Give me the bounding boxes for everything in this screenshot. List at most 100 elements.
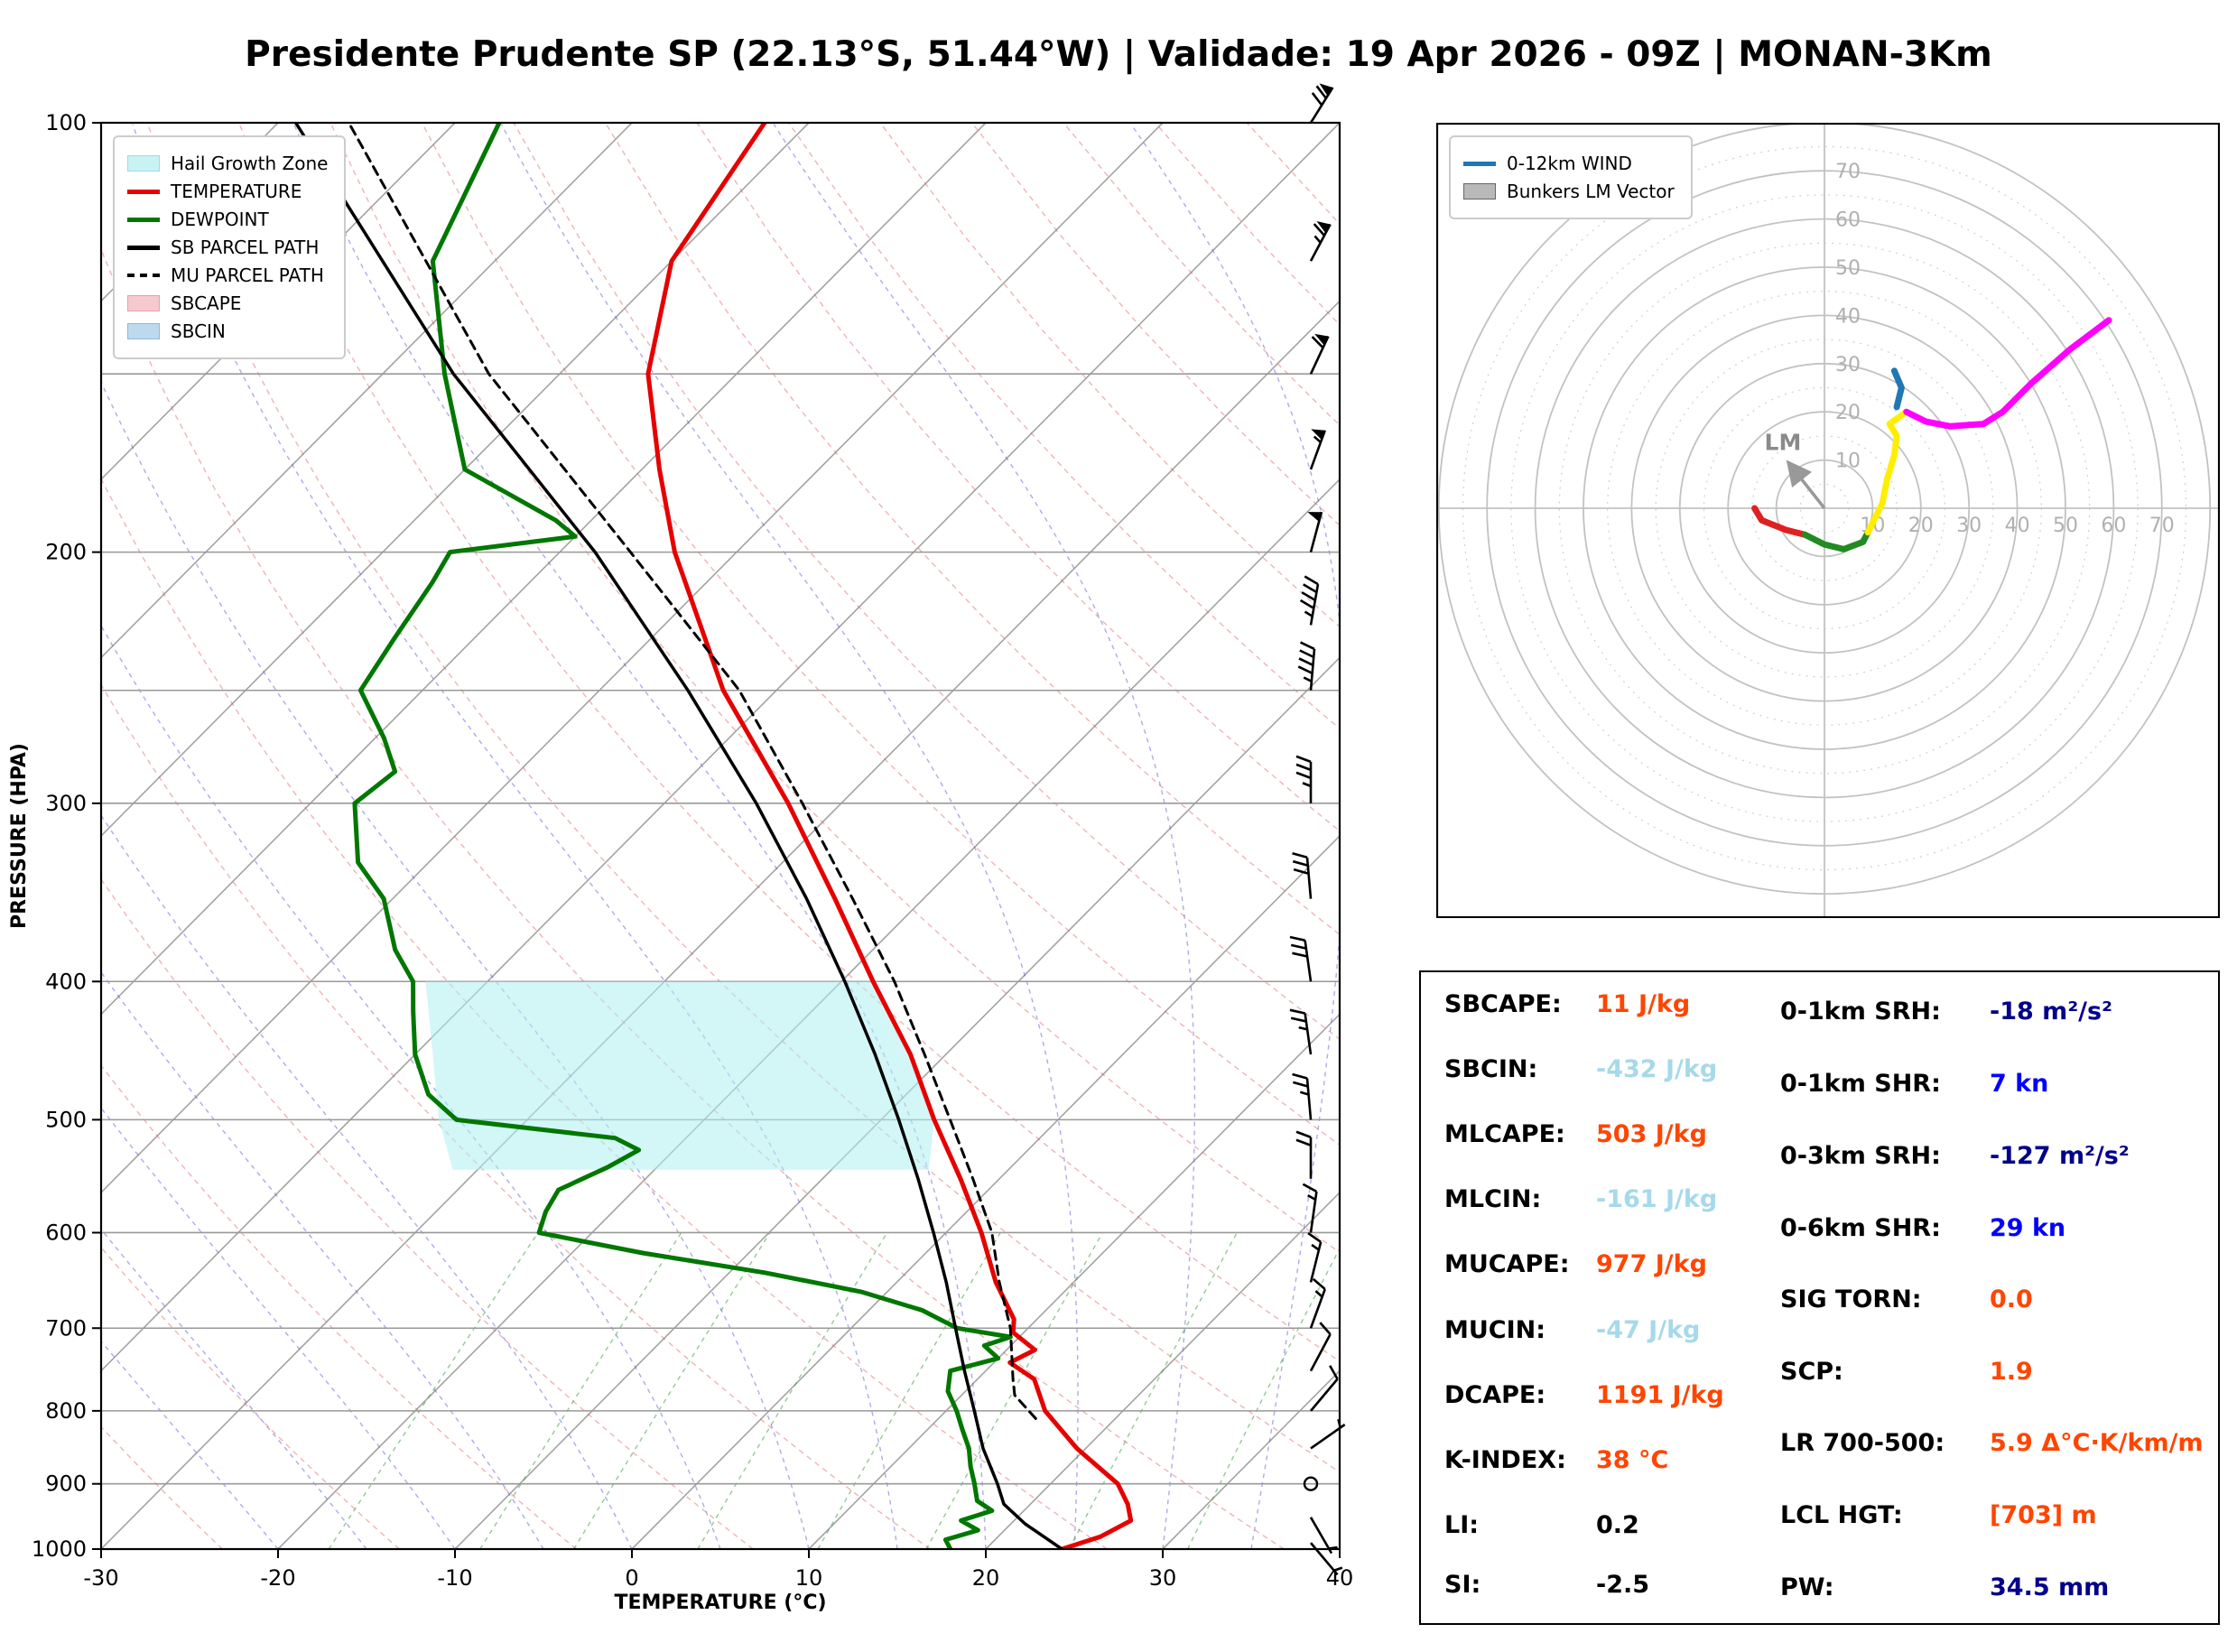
legend-label: DEWPOINT bbox=[171, 209, 269, 230]
lm-label: LM bbox=[1765, 429, 1802, 455]
legend-entry: Hail Growth Zone bbox=[127, 153, 328, 174]
wind-barb-icon bbox=[1309, 1277, 1326, 1329]
indices-panel: SBCAPE: 11 J/kg SBCIN: -432 J/kg MLCAPE: 503 … bbox=[1419, 970, 2220, 1625]
skewt-plot-area bbox=[101, 123, 1340, 1549]
wind-barb-icon bbox=[1310, 1365, 1339, 1412]
index-row: SIG TORN: 0.0 bbox=[1780, 1287, 2033, 1312]
legend-label: MU PARCEL PATH bbox=[171, 265, 324, 286]
index-label: K-INDEX: bbox=[1444, 1446, 1566, 1474]
wind-barb-icon bbox=[1309, 333, 1330, 375]
ring-label: 50 bbox=[1835, 257, 1861, 280]
wind-barb-icon bbox=[1309, 220, 1332, 262]
index-row: PW: 34.5 mm bbox=[1780, 1575, 2109, 1600]
pressure-tick-label: 700 bbox=[45, 1315, 87, 1341]
index-row: MLCIN: -161 J/kg bbox=[1444, 1187, 1717, 1211]
index-value: 7 kn bbox=[1990, 1070, 2049, 1098]
temperature-tick-label: -30 bbox=[83, 1565, 118, 1591]
ring-label: 20 bbox=[1835, 402, 1861, 424]
legend-swatch bbox=[127, 217, 160, 222]
legend-entry: MU PARCEL PATH bbox=[127, 265, 328, 286]
pressure-tick-label: 600 bbox=[45, 1220, 87, 1245]
legend-label: Bunkers LM Vector bbox=[1507, 181, 1675, 202]
legend-label: TEMPERATURE bbox=[171, 181, 302, 202]
index-row: 0-1km SRH: -18 m²/s² bbox=[1780, 999, 2112, 1024]
index-label: 0-1km SHR: bbox=[1780, 1070, 1941, 1098]
wind-barb-icon bbox=[1292, 1072, 1313, 1120]
wind-barb-icon bbox=[1307, 1232, 1323, 1283]
index-row: DCAPE: 1191 J/kg bbox=[1444, 1383, 1724, 1407]
legend-swatch bbox=[127, 323, 160, 339]
index-row: MUCIN: -47 J/kg bbox=[1444, 1318, 1700, 1342]
index-label: SBCIN: bbox=[1444, 1055, 1538, 1083]
pressure-tick-label: 100 bbox=[45, 110, 87, 135]
temperature-tick-label: -20 bbox=[260, 1565, 295, 1591]
wind-barb-icon bbox=[1302, 1183, 1318, 1233]
index-label: SIG TORN: bbox=[1780, 1285, 1922, 1313]
wind-barb-icon bbox=[1289, 935, 1313, 982]
wind-barb-icon bbox=[1289, 1008, 1313, 1055]
index-value: -161 J/kg bbox=[1596, 1185, 1718, 1213]
pressure-tick-label: 800 bbox=[45, 1398, 87, 1424]
legend-entry: Bunkers LM Vector bbox=[1463, 181, 1675, 202]
series-mu-parcel-path bbox=[347, 123, 1037, 1420]
hodograph-rings bbox=[1436, 123, 2220, 918]
index-label: LCL HGT: bbox=[1780, 1501, 1903, 1529]
index-label: PW: bbox=[1780, 1573, 1834, 1601]
ring-label: 40 bbox=[1835, 305, 1861, 328]
pressure-tick-label: 300 bbox=[45, 791, 87, 816]
legend-swatch bbox=[1463, 161, 1496, 166]
wind-barb-icon bbox=[1292, 851, 1313, 899]
wind-barb-icon bbox=[1309, 83, 1334, 124]
index-value: -18 m²/s² bbox=[1990, 998, 2112, 1026]
index-label: LI: bbox=[1444, 1511, 1480, 1539]
index-label: SCP: bbox=[1780, 1358, 1843, 1386]
index-label: LR 700-500: bbox=[1780, 1429, 1945, 1457]
index-label: DCAPE: bbox=[1444, 1381, 1546, 1409]
pressure-tick-label: 500 bbox=[45, 1107, 87, 1132]
index-row: SI: -2.5 bbox=[1444, 1573, 1649, 1597]
trace-9-12km bbox=[1903, 317, 2112, 430]
index-value: 1191 J/kg bbox=[1596, 1381, 1724, 1409]
hodograph-border bbox=[1436, 123, 2220, 918]
ring-label: 20 bbox=[1908, 515, 1934, 537]
index-label: SI: bbox=[1444, 1571, 1481, 1599]
index-value: 34.5 mm bbox=[1990, 1573, 2110, 1601]
pressure-tick-label: 1000 bbox=[32, 1536, 87, 1562]
wind-barb-icon bbox=[1309, 429, 1326, 470]
index-value: -127 m²/s² bbox=[1990, 1142, 2130, 1170]
legend-swatch bbox=[127, 245, 160, 250]
wind-barbs bbox=[1289, 83, 1346, 1576]
legend-entry: SB PARCEL PATH bbox=[127, 237, 328, 258]
index-label: 0-3km SRH: bbox=[1780, 1142, 1941, 1170]
index-value: 11 J/kg bbox=[1596, 990, 1691, 1018]
index-row: 0-6km SHR: 29 kn bbox=[1780, 1216, 2065, 1240]
pressure-tick-label: 400 bbox=[45, 969, 87, 994]
index-label: SBCAPE: bbox=[1444, 990, 1562, 1018]
legend-entry: DEWPOINT bbox=[127, 209, 328, 230]
series-sb-parcel-path bbox=[293, 123, 1064, 1549]
ring-label: 30 bbox=[1956, 515, 1982, 537]
index-row: SBCAPE: 11 J/kg bbox=[1444, 992, 1690, 1016]
index-label: MLCAPE: bbox=[1444, 1120, 1565, 1148]
legend-label: SBCAPE bbox=[171, 292, 242, 314]
temperature-tick-label: 40 bbox=[1326, 1565, 1354, 1591]
page-title: Presidente Prudente SP (22.13°S, 51.44°W… bbox=[245, 34, 1992, 75]
ring-label: 60 bbox=[1835, 209, 1861, 232]
legend-entry: TEMPERATURE bbox=[127, 181, 328, 202]
wind-barb-icon bbox=[1307, 511, 1323, 552]
index-row: LCL HGT: [703] m bbox=[1780, 1503, 2097, 1527]
index-label: 0-1km SRH: bbox=[1780, 998, 1941, 1026]
ring-label: 40 bbox=[2005, 515, 2030, 537]
legend-label: SB PARCEL PATH bbox=[171, 237, 320, 258]
index-row: SCP: 1.9 bbox=[1780, 1360, 2033, 1384]
temperature-axis-label: TEMPERATURE (°C) bbox=[614, 1592, 826, 1614]
trace-3-6km bbox=[1864, 408, 1910, 536]
legend-swatch bbox=[127, 295, 160, 311]
index-value: 38 °C bbox=[1596, 1446, 1669, 1474]
index-row: 0-3km SRH: -127 m²/s² bbox=[1780, 1144, 2130, 1168]
legend-swatch bbox=[127, 189, 160, 194]
legend-label: 0-12km WIND bbox=[1507, 153, 1632, 174]
pressure-tick-label: 200 bbox=[45, 540, 87, 565]
